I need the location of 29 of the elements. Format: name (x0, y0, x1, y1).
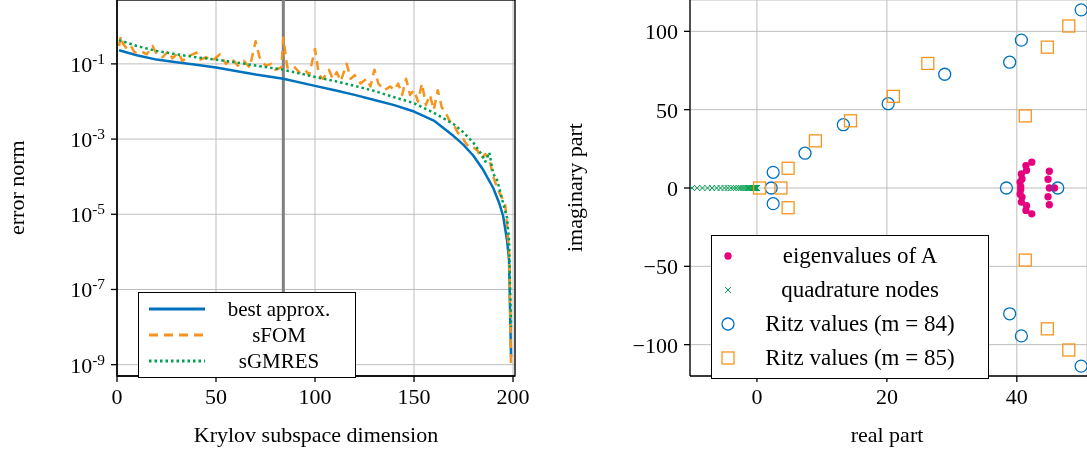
legend-label: sFOM (251, 322, 307, 348)
y-tick-label: 10$^{-7}$ (70, 274, 106, 303)
y-axis-title: imaginary part (562, 122, 588, 255)
legend-label: eigenvalues of A (781, 242, 939, 270)
y-tick-label: 10$^{-1}$ (70, 49, 105, 77)
x-tick-label: 150 (397, 384, 431, 409)
x-tick-label: 20 (875, 384, 898, 409)
x-axis-title: real part (849, 422, 925, 448)
y-tick-label: −100 (632, 332, 678, 358)
x-tick-label: 200 (496, 384, 530, 409)
x-tick-label: 0 (751, 384, 763, 409)
y-tick-label: 100 (645, 19, 678, 45)
y-tick-label: 50 (656, 97, 678, 123)
x-tick-label: 40 (1005, 384, 1028, 409)
x-tick-label: 100 (298, 384, 332, 409)
legend-label: Ritz values (m = 84) (764, 310, 956, 338)
y-tick-label: −50 (643, 254, 678, 280)
legend-label: Ritz values (m = 85) (764, 344, 956, 372)
y-tick-label: 10$^{-5}$ (70, 199, 106, 228)
y-tick-label: 10$^{-9}$ (70, 350, 106, 378)
legend-label: sGMRES (237, 348, 321, 374)
x-tick-label: 50 (205, 384, 227, 409)
x-axis-title: Krylov subspace dimension (192, 422, 440, 448)
y-axis-title: error norm (4, 139, 30, 238)
legend-label: quadrature nodes (780, 276, 940, 304)
y-tick-label: 10$^{-3}$ (70, 124, 106, 153)
y-tick-label: 0 (667, 176, 678, 201)
x-tick-label: 0 (111, 384, 123, 409)
legend-label: best approx. (226, 296, 332, 322)
